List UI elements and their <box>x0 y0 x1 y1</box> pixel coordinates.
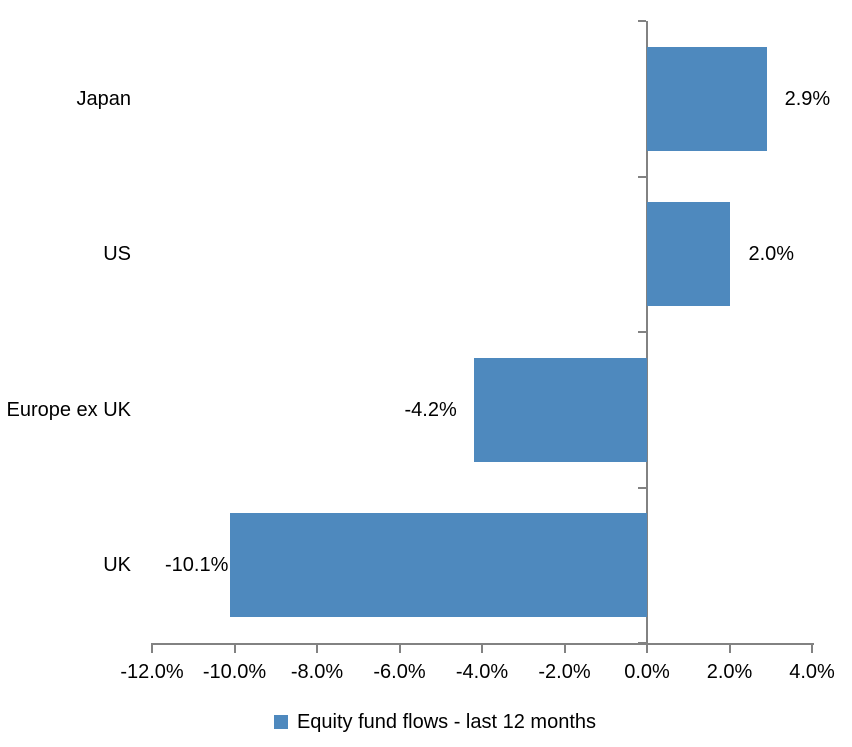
legend-label: Equity fund flows - last 12 months <box>296 711 597 733</box>
legend-swatch <box>273 715 288 729</box>
bar-value-label: 2.9% <box>784 87 831 110</box>
x-axis-tick <box>811 643 813 653</box>
category-label: Japan <box>76 87 132 110</box>
bar <box>230 513 647 618</box>
x-axis-line <box>152 643 814 645</box>
x-axis-tick-label: -8.0% <box>290 661 344 683</box>
y-axis-tick <box>638 20 646 22</box>
y-axis-tick <box>638 175 646 178</box>
category-label: US <box>103 243 131 266</box>
x-axis-tick <box>233 643 236 653</box>
x-axis-tick-label: -10.0% <box>202 661 267 683</box>
bar-value-label: -4.2% <box>404 398 457 421</box>
x-axis-tick-label: -6.0% <box>373 661 426 683</box>
x-axis-tick-label: -4.0% <box>455 661 509 683</box>
y-axis-line <box>646 21 648 645</box>
x-axis-tick-label: -12.0% <box>120 661 184 683</box>
x-axis-tick <box>563 643 566 653</box>
y-axis-tick <box>638 331 646 333</box>
bar <box>647 46 767 151</box>
y-axis-tick <box>638 486 646 489</box>
x-axis-tick <box>646 643 648 653</box>
x-axis-tick <box>728 643 731 653</box>
x-axis-tick <box>316 643 318 653</box>
y-axis-tick <box>638 642 646 644</box>
x-axis-tick-label: 0.0% <box>624 661 670 683</box>
bar <box>647 202 730 307</box>
bar-value-label: 2.0% <box>748 243 795 266</box>
x-axis-tick <box>398 643 401 653</box>
bar <box>473 357 647 462</box>
category-label: Europe ex UK <box>6 398 131 421</box>
x-axis-tick-label: -2.0% <box>538 661 591 683</box>
legend: Equity fund flows - last 12 months <box>0 705 852 739</box>
category-label: UK <box>103 554 131 577</box>
x-axis-tick-label: 2.0% <box>706 661 753 683</box>
x-axis-tick <box>481 643 483 653</box>
x-axis-tick <box>151 643 153 653</box>
x-axis-tick-label: 4.0% <box>789 661 835 683</box>
bar-value-label: -10.1% <box>165 554 229 577</box>
